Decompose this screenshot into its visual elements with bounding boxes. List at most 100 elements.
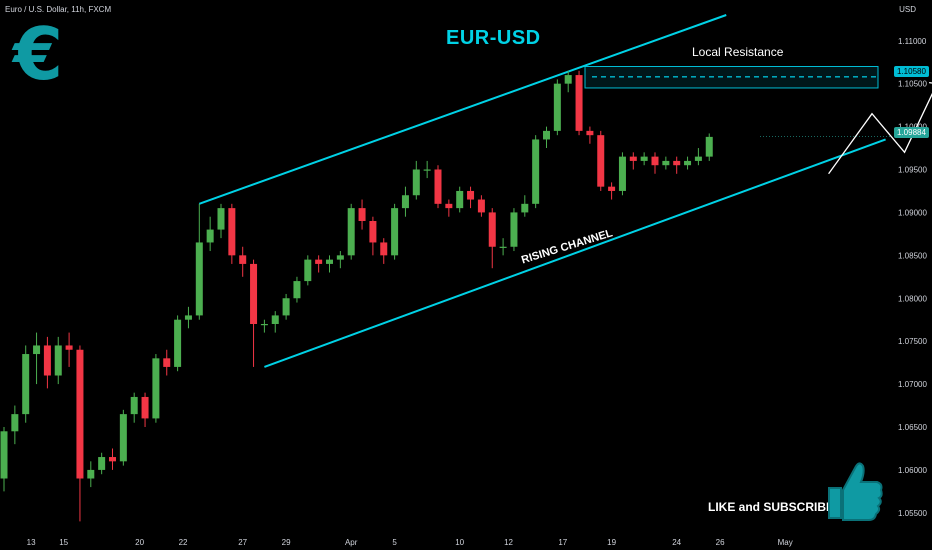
candle-body — [271, 315, 279, 324]
candle-body — [477, 199, 485, 213]
candle-body — [510, 212, 518, 247]
y-tick-label: 1.07000 — [898, 380, 927, 389]
y-tick-label: 1.07500 — [898, 337, 927, 346]
x-tick-label: 17 — [558, 538, 567, 547]
like-subscribe-label: LIKE and SUBSCRIBE — [708, 500, 835, 514]
candle-body — [640, 156, 648, 161]
y-tick-label: 1.10500 — [898, 80, 927, 89]
channel-lower-line — [264, 138, 886, 368]
chart-title: EUR-USD — [446, 27, 541, 49]
candle-body — [618, 156, 626, 191]
x-tick-label: 29 — [282, 538, 291, 547]
candle-body — [109, 457, 116, 462]
candle-body — [445, 203, 453, 209]
candle-body — [336, 255, 344, 260]
candle-body — [282, 298, 290, 316]
candle-body — [358, 208, 366, 221]
candle-body — [260, 324, 268, 326]
candle-body — [412, 169, 420, 196]
candle-body — [0, 431, 8, 479]
candle-body — [347, 208, 355, 256]
candle-body — [575, 75, 583, 131]
candle-body — [217, 208, 225, 230]
candle-body — [174, 319, 182, 367]
candle-body — [304, 259, 312, 282]
candle-body — [564, 75, 572, 84]
candle-body — [488, 212, 496, 247]
candle-body — [130, 396, 138, 415]
x-tick-label: 5 — [392, 538, 397, 547]
candle-body — [54, 345, 62, 376]
last-price-tag: 1.09884 — [894, 127, 929, 138]
candle-body — [293, 281, 301, 299]
candle-body — [98, 457, 106, 470]
candle-body — [629, 156, 637, 161]
y-tick-label: 1.06000 — [898, 466, 927, 475]
y-tick-label: 1.05500 — [898, 509, 927, 518]
candle-body — [553, 83, 561, 131]
y-tick-label: 1.11000 — [898, 37, 927, 46]
x-tick-label: 19 — [607, 538, 616, 547]
candle-body — [206, 229, 214, 243]
thumbs-up-icon — [828, 462, 883, 521]
y-tick-label: 1.09000 — [898, 208, 927, 217]
candle-body — [521, 203, 529, 213]
candle-body — [684, 160, 692, 166]
y-tick-label: 1.09500 — [898, 166, 927, 175]
x-tick-label: Apr — [345, 538, 358, 547]
candle-body — [608, 186, 616, 191]
candle-body — [694, 156, 702, 161]
candle-body — [662, 160, 670, 166]
candle-body — [141, 396, 149, 419]
candle-body — [65, 345, 73, 350]
symbol-header: Euro / U.S. Dollar, 11h, FXCM — [5, 5, 112, 14]
channel-upper-line — [198, 14, 727, 205]
candle-body — [228, 208, 236, 256]
resistance-price-tag: 1.10580 — [894, 66, 929, 77]
candle-body — [119, 414, 127, 462]
candle-body — [673, 160, 681, 166]
x-tick-label: 15 — [59, 538, 68, 547]
y-tick-label: 1.06500 — [898, 423, 927, 432]
candle-body — [33, 345, 41, 355]
x-tick-label: 13 — [27, 538, 36, 547]
candle-body — [467, 190, 475, 200]
candle-body — [250, 263, 258, 324]
candle-body — [456, 190, 464, 209]
y-tick-label: 1.08500 — [898, 251, 927, 260]
x-tick-label: May — [778, 538, 793, 547]
candle-body — [163, 358, 171, 367]
local-resistance-label: Local Resistance — [692, 45, 784, 59]
x-tick-label: 27 — [238, 538, 247, 547]
x-tick-label: 26 — [716, 538, 725, 547]
candle-body — [239, 255, 247, 264]
candle-body — [76, 349, 84, 479]
candle-body — [651, 156, 659, 166]
candle-body — [11, 414, 19, 432]
candle-body — [195, 242, 203, 316]
candle-body — [184, 315, 192, 320]
candle-body — [380, 242, 388, 256]
candle-body — [315, 259, 323, 264]
x-tick-label: 10 — [455, 538, 464, 547]
candle-body — [532, 139, 540, 204]
candle-body — [434, 169, 442, 204]
candle-body — [87, 469, 95, 479]
candle-body — [391, 208, 399, 256]
candle-body — [597, 135, 605, 187]
y-tick-label: 1.08000 — [898, 294, 927, 303]
candle-body — [586, 130, 594, 136]
x-tick-label: 12 — [504, 538, 513, 547]
candle-body — [326, 259, 333, 264]
candle-body — [423, 169, 431, 171]
x-tick-label: 22 — [179, 538, 188, 547]
euro-icon: € — [13, 12, 64, 96]
candle-body — [401, 195, 409, 209]
candle-body — [43, 345, 51, 376]
projection-path — [828, 92, 932, 175]
x-tick-label: 20 — [135, 538, 144, 547]
candle-body — [543, 130, 550, 140]
candle-body — [499, 246, 507, 248]
candle-body — [705, 136, 713, 157]
